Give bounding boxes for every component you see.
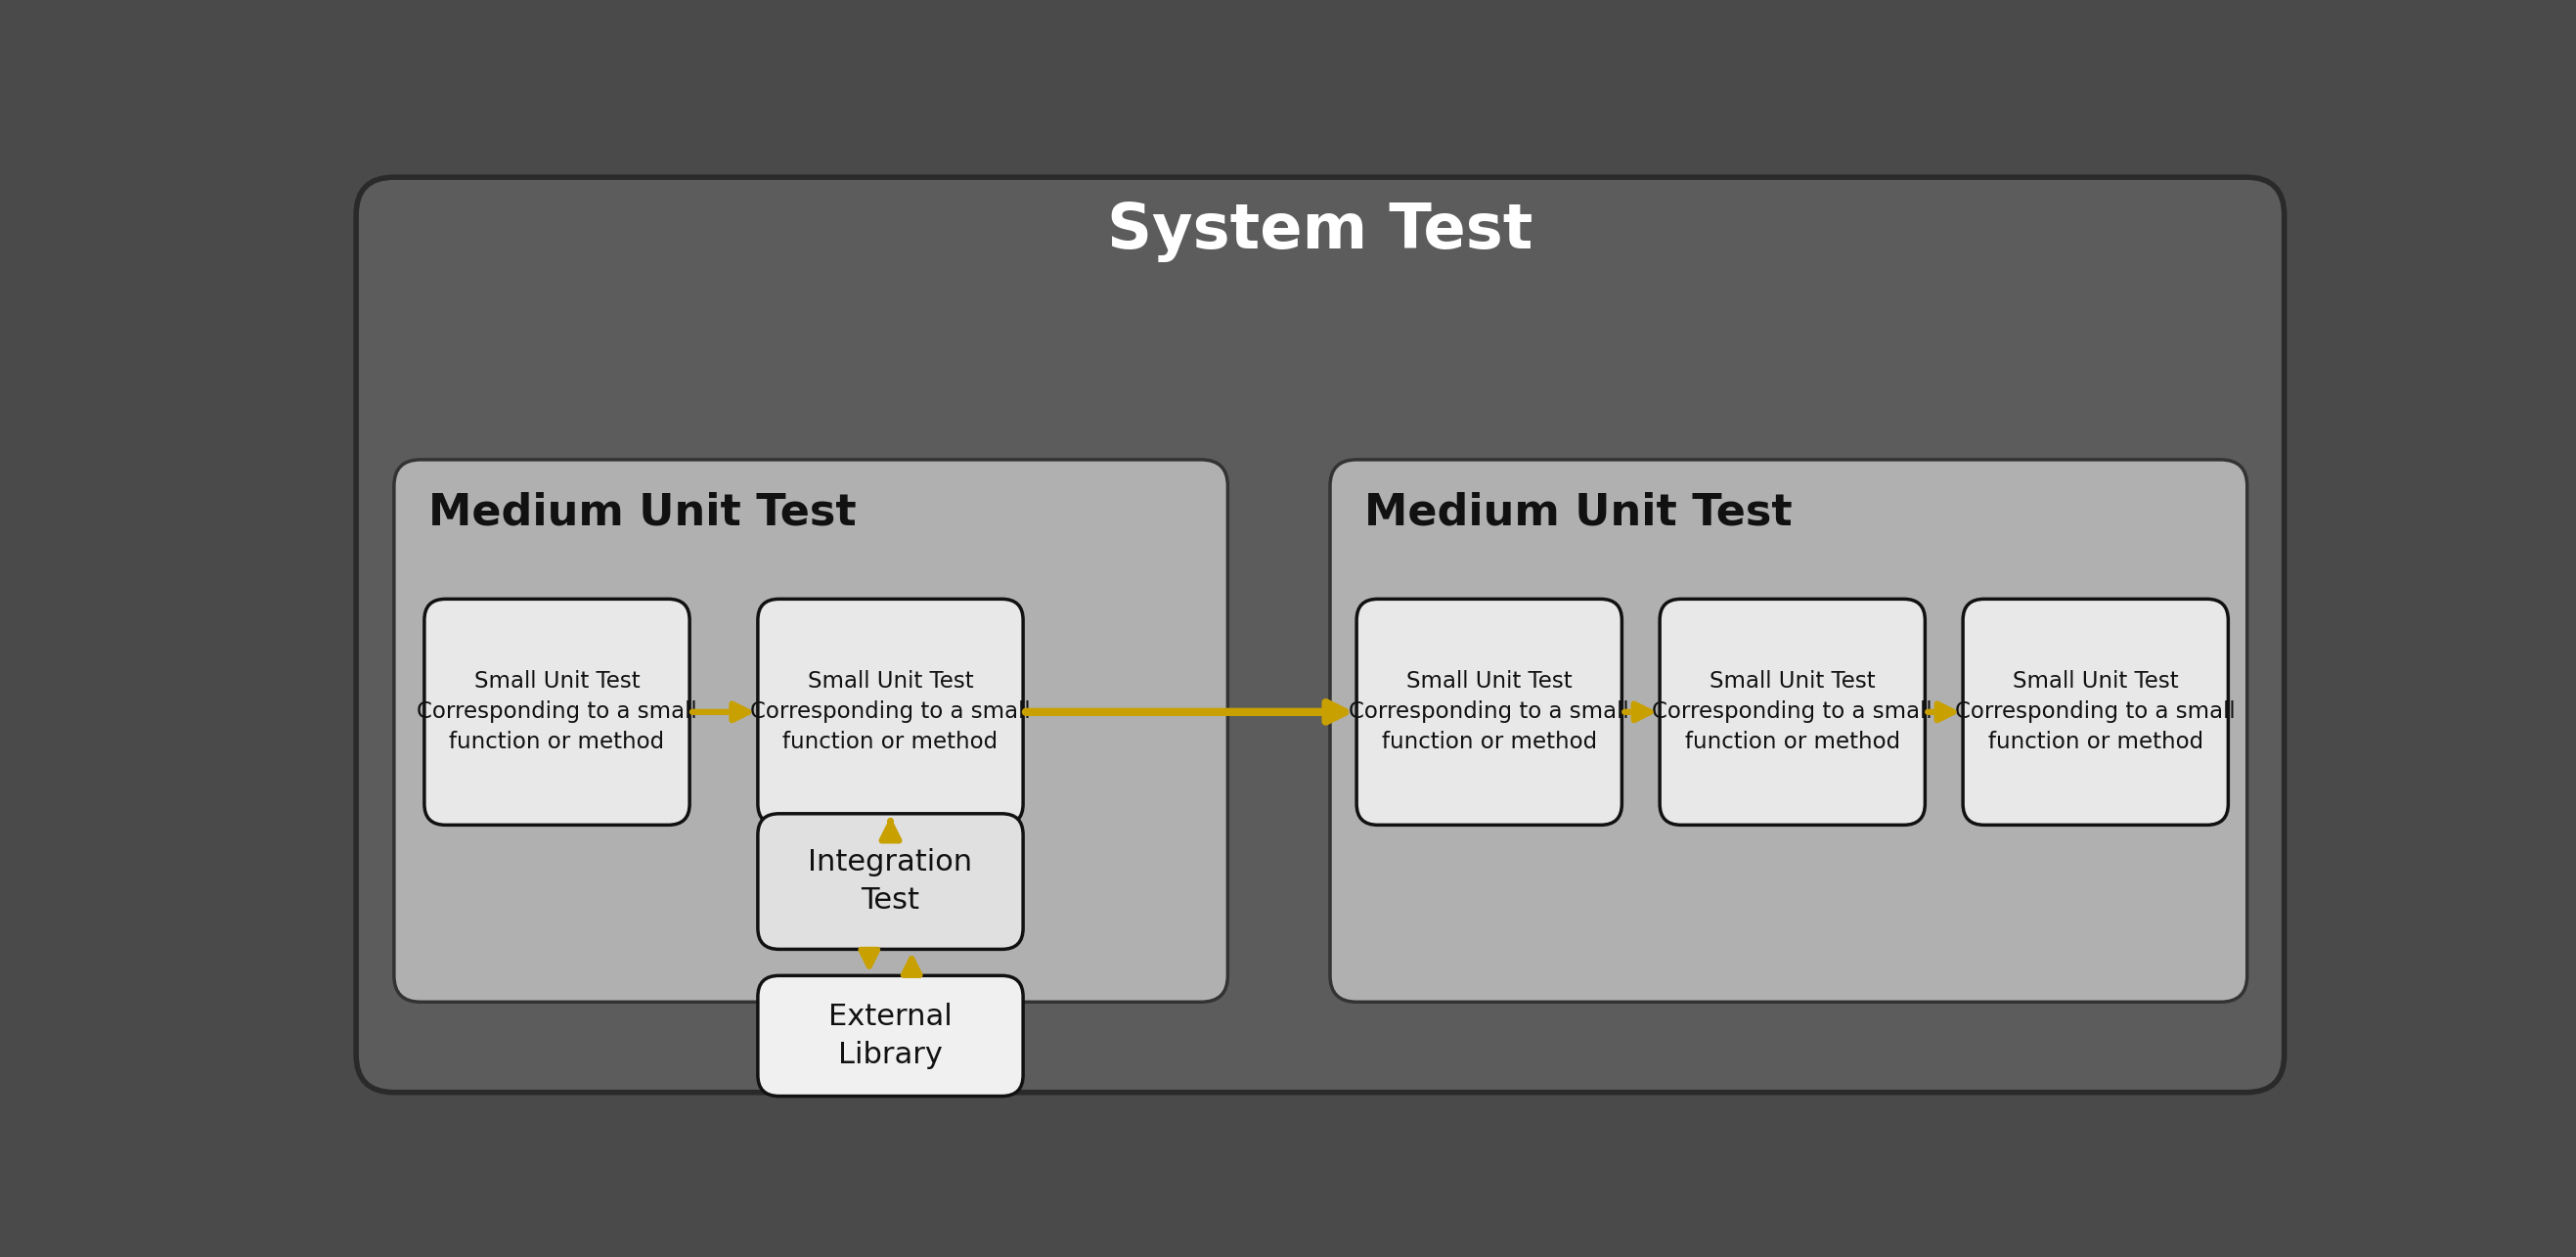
FancyBboxPatch shape — [757, 975, 1023, 1096]
Text: Medium Unit Test: Medium Unit Test — [1365, 491, 1793, 533]
Text: Small Unit Test
Corresponding to a small
function or method: Small Unit Test Corresponding to a small… — [750, 670, 1030, 754]
FancyBboxPatch shape — [394, 460, 1229, 1002]
Text: Small Unit Test
Corresponding to a small
function or method: Small Unit Test Corresponding to a small… — [417, 670, 698, 754]
FancyBboxPatch shape — [1659, 600, 1924, 825]
Text: External
Library: External Library — [829, 1003, 953, 1068]
Text: Small Unit Test
Corresponding to a small
function or method: Small Unit Test Corresponding to a small… — [1651, 670, 1932, 754]
Text: Small Unit Test
Corresponding to a small
function or method: Small Unit Test Corresponding to a small… — [1350, 670, 1631, 754]
FancyBboxPatch shape — [757, 600, 1023, 825]
Text: System Test: System Test — [1108, 201, 1533, 261]
Text: Small Unit Test
Corresponding to a small
function or method: Small Unit Test Corresponding to a small… — [1955, 670, 2236, 754]
FancyBboxPatch shape — [355, 177, 2285, 1092]
FancyBboxPatch shape — [757, 813, 1023, 949]
Text: Integration
Test: Integration Test — [809, 848, 974, 914]
FancyBboxPatch shape — [425, 600, 690, 825]
FancyBboxPatch shape — [1329, 460, 2246, 1002]
FancyBboxPatch shape — [1358, 600, 1623, 825]
Text: Medium Unit Test: Medium Unit Test — [428, 491, 855, 533]
FancyBboxPatch shape — [1963, 600, 2228, 825]
